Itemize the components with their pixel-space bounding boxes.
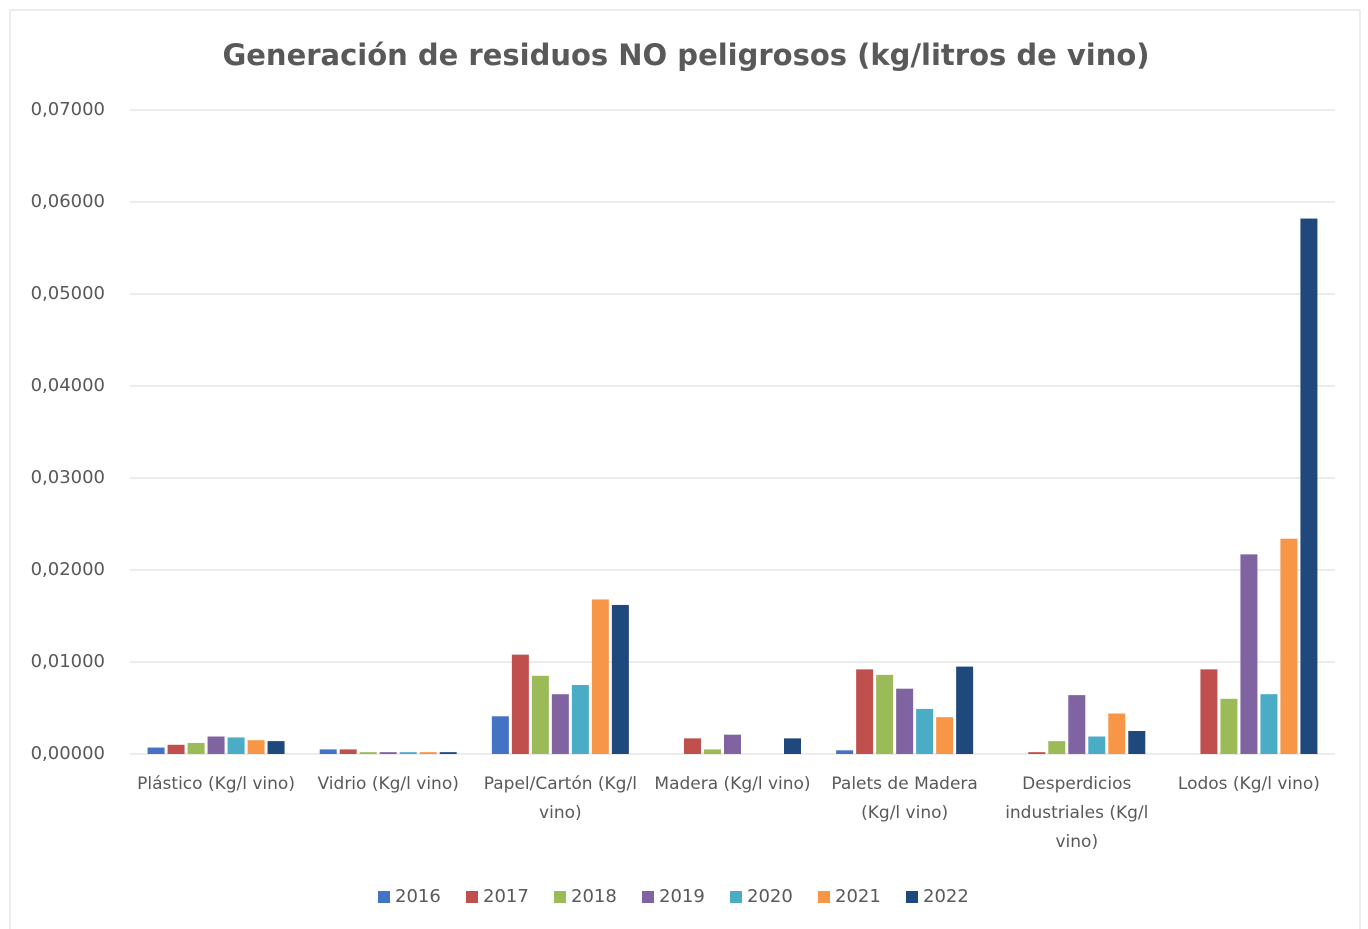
bar (247, 740, 265, 754)
bar (684, 738, 701, 754)
y-tick-label: 0,01000 (31, 651, 105, 672)
x-tick-label: Lodos (Kg/l vino) (1177, 774, 1320, 794)
y-tick-label: 0,05000 (31, 283, 105, 304)
legend-label: 2016 (395, 886, 441, 907)
legend-label: 2022 (923, 886, 969, 907)
bar (856, 669, 874, 754)
bar (359, 752, 377, 754)
bar (876, 674, 894, 754)
bar (1200, 669, 1218, 754)
bar (936, 717, 954, 754)
bar (1260, 694, 1278, 754)
bar (267, 741, 285, 754)
bar (1280, 538, 1298, 754)
x-tick-label: Papel/Cartón (Kg/l vino) (483, 774, 637, 823)
chart-title: Generación de residuos NO peligrosos (kg… (222, 38, 1149, 72)
bar (227, 737, 245, 754)
bar (207, 736, 225, 754)
x-tick-label: Vidrio (Kg/l vino) (317, 774, 459, 794)
y-tick-label: 0,02000 (31, 559, 105, 580)
bar (187, 742, 205, 754)
x-tick-label: Plástico (Kg/l vino) (137, 774, 295, 794)
bar (1128, 731, 1146, 754)
bar (896, 688, 914, 754)
legend-label: 2021 (835, 886, 881, 907)
bar (611, 604, 629, 754)
bar (1028, 752, 1046, 754)
bar (319, 749, 337, 754)
bar (147, 747, 165, 754)
bar (1048, 741, 1066, 754)
bar (704, 749, 721, 754)
bar (956, 666, 974, 754)
bar (439, 752, 457, 754)
x-tick-label: Palets de Madera (Kg/l vino) (831, 774, 978, 823)
bar (836, 750, 854, 754)
legend-label: 2017 (483, 886, 529, 907)
bar (551, 694, 569, 754)
bar (531, 675, 549, 754)
y-tick-label: 0,07000 (31, 99, 105, 120)
bar (1220, 698, 1238, 754)
bar (724, 734, 741, 754)
bar (339, 749, 357, 754)
bar (591, 599, 609, 754)
bar (571, 685, 589, 754)
bar (1068, 695, 1086, 754)
legend-swatch (554, 891, 566, 903)
bar (784, 738, 801, 754)
legend-swatch (906, 891, 918, 903)
bar (399, 752, 417, 754)
legend-label: 2019 (659, 886, 705, 907)
bar (491, 716, 509, 754)
bar (1240, 554, 1258, 754)
bar (419, 752, 437, 754)
x-tick-label: Madera (Kg/l vino) (654, 774, 811, 794)
bar (379, 752, 397, 754)
legend-label: 2018 (571, 886, 617, 907)
bar (916, 708, 934, 754)
y-tick-label: 0,00000 (31, 743, 105, 764)
x-tick-label: Desperdicios industriales (Kg/l vino) (1005, 774, 1149, 852)
legend-swatch (642, 891, 654, 903)
y-tick-label: 0,06000 (31, 191, 105, 212)
bar (1088, 736, 1106, 754)
bar (167, 744, 185, 754)
legend-swatch (466, 891, 478, 903)
legend-swatch (818, 891, 830, 903)
y-tick-label: 0,03000 (31, 467, 105, 488)
bar (1300, 218, 1318, 754)
chart-border (9, 9, 1361, 929)
legend-label: 2020 (747, 886, 793, 907)
y-tick-label: 0,04000 (31, 375, 105, 396)
legend-swatch (730, 891, 742, 903)
bar (1108, 713, 1126, 754)
bar (511, 654, 529, 754)
legend-swatch (378, 891, 390, 903)
